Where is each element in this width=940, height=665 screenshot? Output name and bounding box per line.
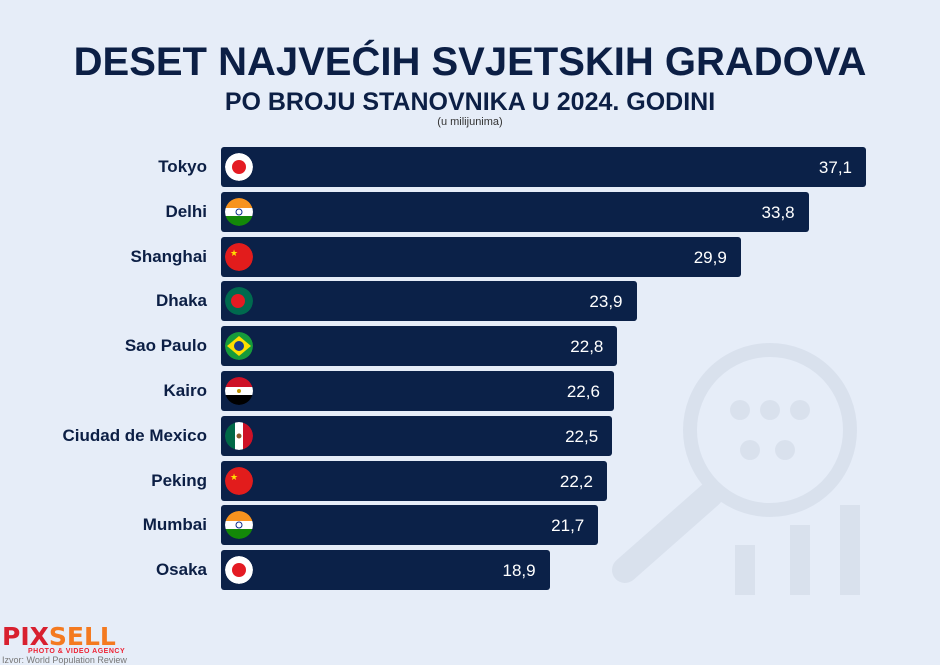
bar-row: Tokyo 37,1	[0, 147, 900, 187]
category-label: Mumbai	[142, 515, 207, 535]
mexico-flag-icon	[225, 421, 253, 450]
category-label: Shanghai	[130, 246, 207, 266]
bar-row: Kairo 22,6	[0, 371, 900, 411]
bar-row: Mumbai 21,7	[0, 505, 900, 546]
value-label: 22,6	[566, 382, 600, 401]
bar-row: Sao Paulo 22,8	[0, 326, 900, 367]
egypt-flag-icon	[225, 377, 253, 405]
bar: 22,8	[221, 326, 618, 367]
bar: 33,8	[221, 191, 809, 232]
bar: 22,5	[221, 415, 613, 456]
value-label: 37,1	[818, 158, 852, 177]
chart-subtitle: PO BROJU STANOVNIKA U 2024. GODINI	[224, 88, 716, 116]
category-label: Delhi	[165, 201, 207, 221]
category-label: Kairo	[163, 381, 207, 400]
brazil-flag-icon	[225, 332, 253, 361]
bar-row: Delhi 33,8	[0, 191, 900, 232]
pixsell-logo: PIXSELL	[2, 622, 116, 651]
bar: ★ 22,2	[221, 460, 607, 501]
bar: 37,1	[221, 147, 866, 187]
china-flag-icon: ★	[225, 466, 253, 495]
unit-label: (u milijunima)	[437, 116, 503, 128]
category-label: Ciudad de Mexico	[62, 425, 207, 445]
india-flag-icon	[225, 197, 253, 226]
value-label: 22,5	[565, 426, 599, 446]
svg-text:★: ★	[230, 472, 238, 482]
bar-row: Shanghai ★ 29,9	[0, 236, 900, 277]
bar-row: Dhaka 23,9	[0, 281, 900, 322]
magnifier-people-chart-icon	[612, 343, 860, 595]
bar: 21,7	[221, 505, 599, 546]
bar: ★ 29,9	[221, 236, 741, 277]
bar: 22,6	[221, 371, 614, 411]
value-label: 22,8	[570, 337, 604, 357]
category-label: Peking	[151, 470, 207, 490]
japan-flag-icon	[225, 153, 253, 181]
bar: 23,9	[221, 281, 637, 322]
category-label: Dhaka	[155, 291, 207, 311]
value-label: 22,2	[559, 471, 593, 491]
china-flag-icon: ★	[225, 242, 253, 271]
category-label: Osaka	[155, 560, 207, 580]
value-label: 29,9	[693, 247, 727, 267]
bar-row: Peking ★ 22,2	[0, 460, 900, 501]
value-label: 18,9	[502, 561, 536, 581]
bar: 18,9	[221, 550, 550, 591]
bar-row: Osaka 18,9	[0, 550, 900, 591]
source-note: Izvor: World Population Review	[2, 655, 127, 665]
category-label: Tokyo	[158, 157, 207, 176]
bangladesh-flag-icon	[225, 287, 253, 316]
japan-flag-icon	[225, 556, 253, 585]
value-label: 33,8	[761, 202, 795, 222]
category-label: Sao Paulo	[124, 336, 207, 356]
value-label: 21,7	[551, 516, 585, 536]
chart-title: DESET NAJVEĆIH SVJETSKIH GRADOVA	[73, 40, 867, 84]
svg-text:★: ★	[230, 248, 238, 258]
agency-tagline: PHOTO & VIDEO AGENCY	[28, 648, 126, 655]
bar-row: Ciudad de Mexico 22,5	[0, 415, 900, 456]
india-flag-icon	[225, 511, 253, 540]
value-label: 23,9	[589, 292, 623, 312]
